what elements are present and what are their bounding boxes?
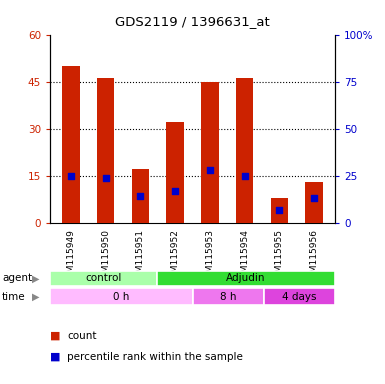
Text: 0 h: 0 h [113,291,129,302]
Point [207,167,213,173]
Bar [271,198,288,223]
Point [68,173,74,179]
Bar [50,288,192,305]
Bar [201,82,219,223]
Point [137,193,144,199]
Bar [305,182,323,223]
Point [276,207,283,213]
Text: control: control [85,273,122,283]
Text: agent: agent [2,273,32,283]
Bar [166,122,184,223]
Bar [264,288,335,305]
Text: percentile rank within the sample: percentile rank within the sample [67,352,243,362]
Bar [50,271,157,286]
Text: ■: ■ [50,352,60,362]
Text: 8 h: 8 h [220,291,236,302]
Bar [132,169,149,223]
Point [172,188,178,194]
Text: 4 days: 4 days [282,291,316,302]
Bar [192,288,264,305]
Bar [236,78,253,223]
Text: time: time [2,291,25,302]
Text: ■: ■ [50,331,60,341]
Point [241,173,248,179]
Text: ▶: ▶ [32,291,40,302]
Text: GDS2119 / 1396631_at: GDS2119 / 1396631_at [115,15,270,28]
Bar [157,271,335,286]
Point [311,195,317,201]
Text: Adjudin: Adjudin [226,273,266,283]
Point [102,174,109,180]
Text: count: count [67,331,97,341]
Bar [97,78,114,223]
Bar [62,66,80,223]
Text: ▶: ▶ [32,273,40,283]
